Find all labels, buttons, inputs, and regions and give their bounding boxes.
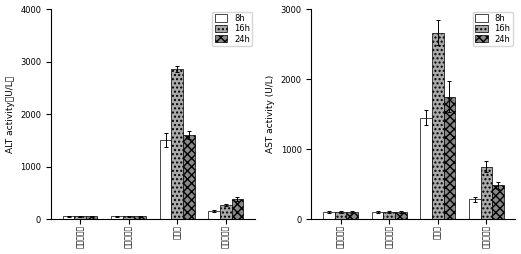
Y-axis label: ALT activity（U/L）: ALT activity（U/L） — [6, 75, 15, 153]
Bar — [160, 140, 171, 219]
Bar — [480, 167, 492, 219]
Bar — [232, 199, 243, 219]
Bar — [346, 212, 358, 219]
Bar — [469, 199, 480, 219]
Bar — [443, 97, 455, 219]
Bar — [420, 118, 432, 219]
Y-axis label: AST activity (U/L): AST activity (U/L) — [266, 75, 275, 153]
Bar — [220, 205, 232, 219]
Legend: 8h, 16h, 24h: 8h, 16h, 24h — [212, 11, 253, 46]
Bar — [492, 185, 504, 219]
Bar — [383, 212, 395, 219]
Legend: 8h, 16h, 24h: 8h, 16h, 24h — [473, 11, 513, 46]
Bar — [372, 212, 383, 219]
Bar — [208, 211, 220, 219]
Bar — [183, 135, 194, 219]
Bar — [395, 212, 406, 219]
Bar — [335, 212, 346, 219]
Bar — [75, 216, 86, 219]
Bar — [123, 216, 134, 219]
Bar — [86, 216, 97, 219]
Bar — [134, 216, 146, 219]
Bar — [171, 69, 183, 219]
Bar — [111, 216, 123, 219]
Bar — [323, 212, 335, 219]
Bar — [63, 216, 75, 219]
Bar — [432, 33, 443, 219]
